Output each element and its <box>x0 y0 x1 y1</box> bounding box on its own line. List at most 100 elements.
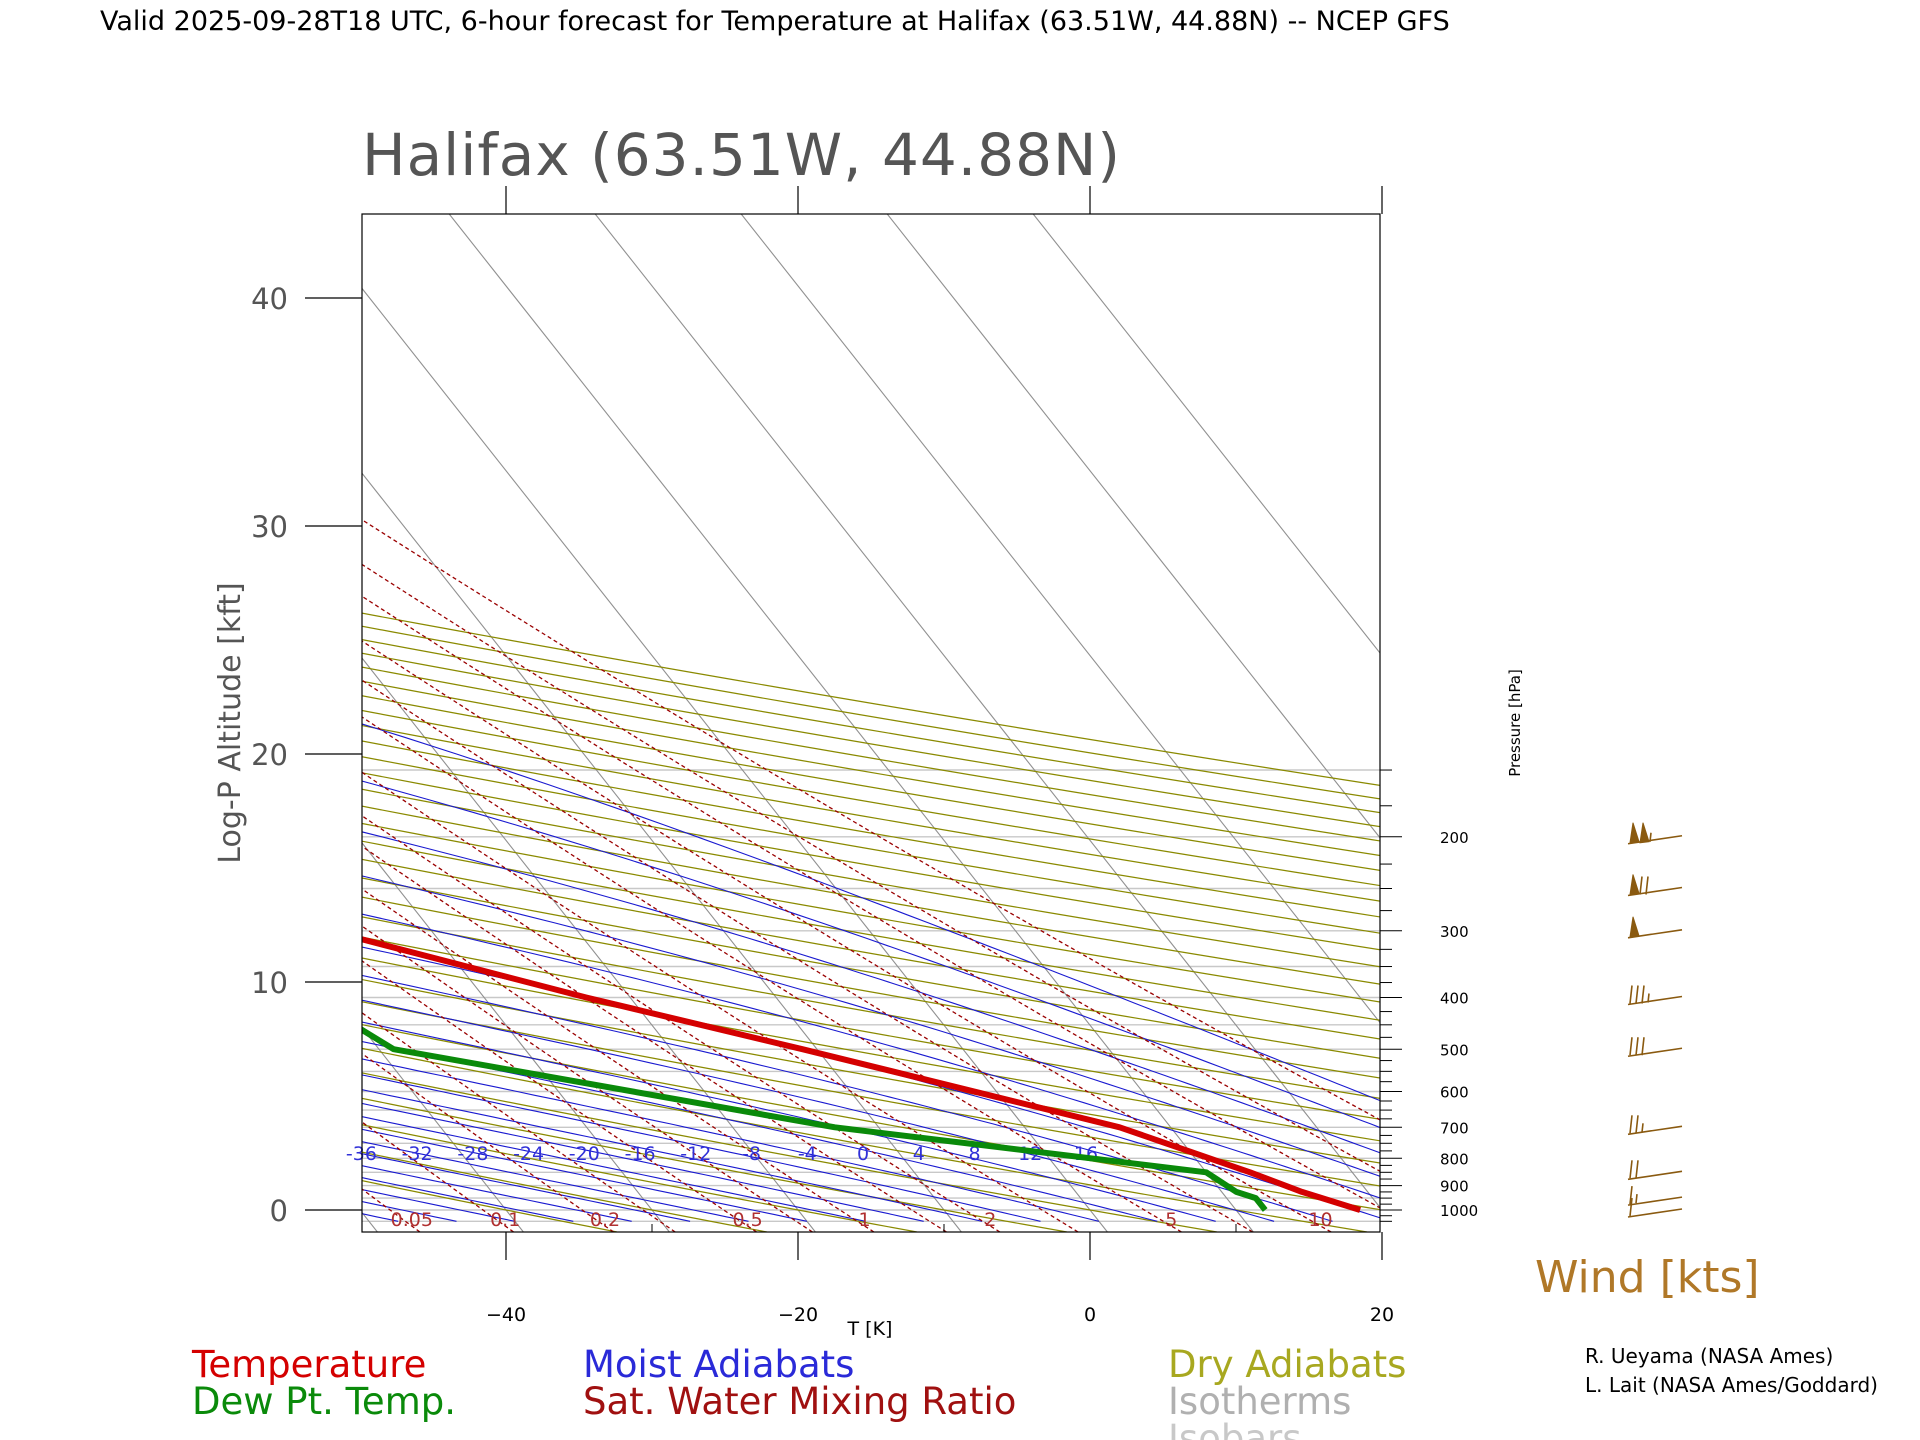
moist-adiabat-label: -24 <box>513 1143 544 1165</box>
dry-adiabat-line <box>362 1001 1380 1187</box>
wind-barb <box>1627 1160 1683 1181</box>
legend-entry: Sat. Water Mixing Ratio <box>583 1380 1016 1423</box>
y-tick-label: 20 <box>251 738 288 772</box>
dry-adiabat-line <box>362 822 1380 1003</box>
pressure-tick-label: 200 <box>1440 829 1469 847</box>
mixing-ratio-line <box>362 595 1380 1209</box>
axes: −40 −20 0 200102030401000900800700600500400… <box>251 186 1478 1326</box>
moist-adiabat-label: 4 <box>913 1143 925 1165</box>
dry-adiabat-line <box>362 1097 1068 1232</box>
moist-adiabat-label: -4 <box>798 1143 817 1165</box>
y-tick-label: 0 <box>270 1194 288 1228</box>
mixing-ratio-line <box>362 771 1079 1232</box>
dry-adiabat-line <box>362 805 1380 985</box>
dry-adiabat-line <box>362 1024 1380 1211</box>
pressure-tick-label: 1000 <box>1440 1202 1478 1220</box>
wind-barb-half <box>1635 1194 1638 1204</box>
pressure-tick-label: 300 <box>1440 923 1469 941</box>
wind-barb-full <box>1629 1197 1633 1217</box>
isotherm-line <box>1032 214 1380 654</box>
isotherm-line <box>594 214 1380 1209</box>
wind-barb-shaft <box>1627 1125 1683 1136</box>
isotherm-line <box>0 214 231 1232</box>
credit-line-1: R. Ueyama (NASA Ames) <box>1585 1344 1833 1368</box>
wind-barb-shaft <box>1627 1047 1683 1058</box>
pressure-tick-label: 600 <box>1440 1084 1469 1102</box>
dry-adiabat-line <box>362 1072 1218 1232</box>
dry-adiabat-line <box>362 896 1380 1079</box>
dry-adiabat-line <box>362 978 1380 1164</box>
wind-barb <box>1627 874 1683 897</box>
x-tick-label: 0 <box>1084 1304 1096 1326</box>
wind-barb-full <box>1641 1037 1645 1056</box>
moist-adiabat-line <box>362 1089 983 1222</box>
moist-adiabat-label: -20 <box>569 1143 600 1165</box>
moist-adiabat-line <box>362 999 1275 1222</box>
moist-adiabat-line <box>362 1102 924 1222</box>
wind-label: Wind [kts] <box>1535 1252 1760 1303</box>
moist-adiabat-label: 8 <box>968 1143 980 1165</box>
moist-adiabat-label: -8 <box>742 1143 761 1165</box>
wind-barb-full <box>1629 1115 1633 1134</box>
plot-frame <box>361 213 1381 1233</box>
dry-adiabat-line <box>362 740 1380 918</box>
wind-barb-pennant <box>1629 916 1640 938</box>
dry-adiabat-line <box>362 858 1380 1040</box>
mixing-ratio-line <box>362 925 813 1232</box>
legend-entry: Dew Pt. Temp. <box>192 1380 456 1423</box>
wind-barbs <box>1627 822 1683 1218</box>
dry-adiabat-line <box>362 695 1380 871</box>
wind-barb-full <box>1629 1160 1633 1179</box>
legend-entry: Moist Adiabats <box>583 1343 854 1386</box>
chart-title: Halifax (63.51W, 44.88N) <box>362 121 1121 189</box>
mixing-ratio-line <box>0 222 224 1232</box>
x-tick-label: −40 <box>486 1304 526 1326</box>
dewpoint-line <box>362 1026 1268 1212</box>
moist-adiabat-line <box>362 946 1380 1219</box>
mixing-ratio-line <box>362 1121 514 1232</box>
moist-adiabat-line <box>362 780 1380 1129</box>
mixing-ratio-line <box>362 1188 421 1232</box>
mixing-ratio-label: 0.2 <box>590 1209 620 1231</box>
moist-adiabat-line <box>362 1128 808 1222</box>
wind-barb-pennant <box>1629 874 1640 896</box>
pressure-tick-label: 900 <box>1440 1178 1469 1196</box>
wind-barb <box>1627 916 1683 939</box>
isotherm-line <box>0 214 85 1232</box>
moist-adiabat-line <box>362 1213 399 1222</box>
dry-adiabat-line <box>362 916 1380 1099</box>
pressure-tick-label: 700 <box>1440 1119 1469 1137</box>
mixing-ratio-label: 1 <box>859 1209 871 1231</box>
mixing-ratio-line <box>362 1012 676 1232</box>
mixing-ratio-label: 0.05 <box>391 1209 433 1231</box>
legend-entry: Isobars <box>1168 1417 1301 1440</box>
dry-adiabat-line <box>362 680 1380 857</box>
moist-adiabat-line <box>362 723 1380 1102</box>
wind-barb-shaft <box>1627 1196 1683 1206</box>
wind-barb-half <box>1647 993 1650 1003</box>
wind-barb-shaft <box>1627 995 1683 1006</box>
wind-barb <box>1627 1186 1683 1206</box>
isotherm-line <box>362 287 1108 1232</box>
wind-barb-pennant <box>1629 822 1640 844</box>
dry-adiabat-line <box>362 652 1380 828</box>
mixing-ratio-label: 0.5 <box>732 1209 762 1231</box>
dry-adiabat-line <box>362 639 1380 814</box>
moist-adiabat-line <box>362 1141 749 1222</box>
wind-barb <box>1627 1197 1683 1218</box>
wind-barb-full <box>1639 876 1643 895</box>
dry-adiabat-line <box>362 772 1380 951</box>
y-tick-label: 40 <box>251 282 288 316</box>
wind-barb-full <box>1635 1160 1639 1179</box>
legend-entry: Temperature <box>191 1343 426 1386</box>
wind-barb-full <box>1635 985 1639 1004</box>
mixing-ratio-line <box>362 716 1182 1232</box>
wind-barb <box>1627 985 1683 1006</box>
wind-barb-half <box>1641 1123 1644 1133</box>
isotherm-line <box>448 214 1254 1232</box>
isotherm-grid <box>0 214 1380 1232</box>
moist-adiabat-label: -28 <box>457 1143 488 1165</box>
header-title: Valid 2025-09-28T18 UTC, 6-hour forecast… <box>100 6 1450 37</box>
mixing-ratio-line <box>362 640 1332 1232</box>
